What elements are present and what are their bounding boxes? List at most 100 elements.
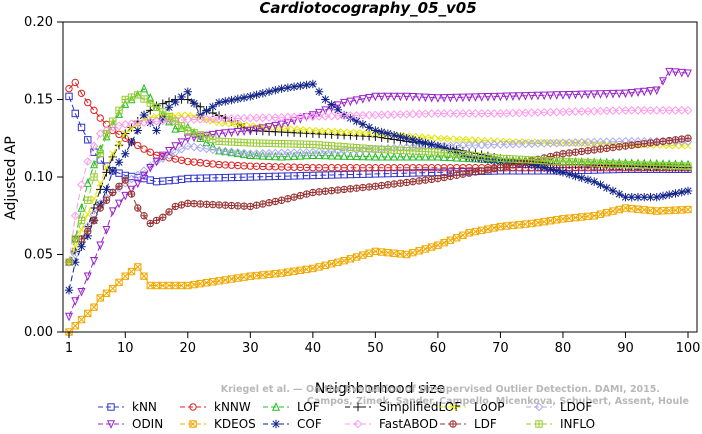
data-point — [289, 82, 299, 91]
data-point — [465, 229, 473, 237]
data-point — [278, 269, 286, 277]
data-point — [452, 234, 461, 242]
data-point — [352, 145, 362, 155]
data-point — [284, 195, 292, 203]
data-point — [114, 141, 124, 150]
data-point — [240, 121, 248, 129]
data-point — [446, 135, 454, 143]
data-point — [627, 105, 637, 115]
data-point — [121, 149, 130, 158]
data-point — [502, 92, 511, 102]
data-point — [428, 134, 436, 142]
data-point — [671, 68, 680, 78]
plot-area — [64, 67, 693, 336]
data-point — [490, 224, 498, 232]
data-point — [171, 202, 179, 211]
data-point — [320, 111, 330, 121]
data-point — [577, 138, 587, 147]
data-point — [390, 151, 399, 161]
data-point — [127, 267, 136, 276]
data-point — [390, 249, 398, 257]
data-point — [533, 91, 542, 101]
data-point — [271, 151, 280, 161]
data-point — [471, 168, 480, 176]
data-point — [364, 123, 374, 132]
data-point — [596, 106, 605, 116]
legend-item-kdeos: KDEOS — [180, 417, 256, 431]
data-point — [127, 174, 136, 184]
data-point — [527, 108, 537, 118]
data-point — [359, 129, 367, 137]
data-point — [621, 89, 630, 99]
data-point — [115, 182, 123, 191]
data-point — [115, 140, 123, 148]
data-point — [552, 107, 562, 117]
data-point — [259, 200, 267, 208]
data-point — [409, 248, 417, 257]
data-point — [677, 136, 687, 146]
data-point — [603, 209, 611, 217]
data-point — [296, 191, 305, 200]
data-point — [665, 67, 674, 77]
y-tick-label: 0.05 — [24, 248, 53, 263]
data-point — [427, 175, 436, 184]
data-point — [234, 202, 242, 210]
data-point — [283, 148, 293, 158]
data-point — [221, 97, 230, 106]
data-point — [684, 205, 692, 214]
data-point — [189, 99, 199, 108]
data-point — [315, 108, 324, 118]
data-point — [508, 108, 518, 118]
legend-label: KDEOS — [214, 417, 256, 431]
data-point — [340, 257, 348, 265]
data-point — [496, 109, 505, 118]
legend-marker — [107, 420, 115, 429]
data-point — [146, 99, 154, 107]
data-point — [290, 151, 299, 160]
data-point — [409, 177, 417, 186]
data-point — [540, 91, 549, 101]
data-point — [621, 204, 630, 212]
series-line — [68, 207, 689, 333]
data-point — [665, 206, 673, 215]
data-point — [96, 294, 104, 302]
data-point — [171, 142, 180, 151]
data-point — [283, 112, 293, 122]
data-point — [677, 105, 687, 115]
data-point — [177, 281, 186, 290]
data-point — [96, 241, 105, 251]
data-point — [133, 170, 143, 180]
data-point — [671, 136, 680, 144]
x-tick-label: 100 — [676, 341, 701, 356]
data-point — [84, 309, 92, 318]
data-point — [208, 102, 218, 111]
data-point — [446, 236, 454, 244]
data-point — [533, 91, 542, 101]
data-point — [365, 151, 374, 161]
data-point — [190, 199, 198, 208]
data-point — [471, 109, 480, 118]
data-point — [221, 201, 230, 209]
data-point — [333, 151, 342, 160]
data-point — [483, 140, 493, 150]
data-point — [208, 114, 218, 124]
data-point — [77, 89, 86, 98]
data-point — [327, 142, 336, 150]
legend-marker — [353, 419, 363, 429]
data-point — [302, 112, 312, 122]
data-point — [427, 151, 436, 161]
data-point — [264, 113, 274, 123]
data-point — [71, 297, 80, 306]
data-point — [258, 113, 268, 123]
data-point — [233, 148, 243, 157]
data-point — [252, 90, 261, 100]
data-point — [433, 94, 442, 103]
data-point — [127, 125, 136, 133]
data-point — [640, 87, 649, 97]
data-point — [565, 158, 573, 166]
data-point — [364, 110, 374, 120]
data-point — [653, 138, 661, 146]
data-point — [240, 138, 248, 147]
data-point — [290, 140, 298, 148]
data-point — [371, 126, 380, 135]
